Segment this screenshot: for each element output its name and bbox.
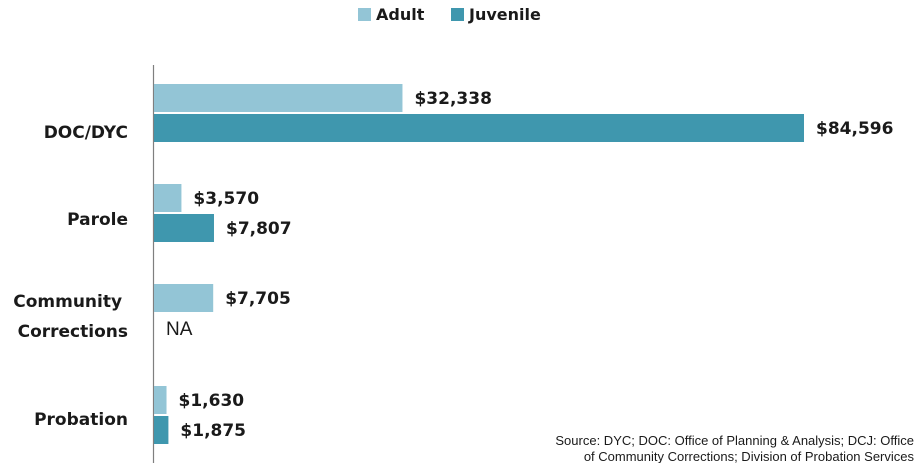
- source-line-2: of Community Corrections; Division of Pr…: [584, 449, 915, 463]
- value-label-doc-dyc-juvenile: $84,596: [816, 119, 893, 139]
- legend-label-adult: Adult: [376, 5, 425, 24]
- source-line-1: Source: DYC; DOC: Office of Planning & A…: [555, 433, 914, 448]
- legend-swatch-juvenile: [451, 8, 464, 21]
- bars: $32,338 $84,596 $3,570 $7,807 $7,705 NA $1,630…: [154, 84, 893, 444]
- bar-probation-juvenile: [154, 416, 169, 444]
- value-label-community-corrections-adult: $7,705: [225, 289, 291, 309]
- value-label-parole-adult: $3,570: [193, 189, 259, 209]
- bar-community-corrections-adult: [154, 284, 214, 312]
- bar-doc-dyc-adult: [154, 84, 403, 112]
- category-label-doc-dyc: DOC/DYC: [44, 123, 128, 143]
- value-label-probation-adult: $1,630: [179, 391, 245, 411]
- bar-parole-adult: [154, 184, 182, 212]
- value-label-doc-dyc-adult: $32,338: [414, 89, 491, 109]
- legend-label-juvenile: Juvenile: [468, 5, 541, 24]
- value-label-probation-juvenile: $1,875: [180, 421, 246, 441]
- bar-parole-juvenile: [154, 214, 214, 242]
- category-label-community-corrections: Community Corrections: [13, 292, 128, 342]
- category-label-probation: Probation: [34, 410, 128, 430]
- category-labels: DOC/DYC Parole Community Corrections Pro…: [13, 123, 128, 430]
- category-label-parole: Parole: [67, 210, 128, 230]
- bar-doc-dyc-juvenile: [154, 114, 804, 142]
- legend-swatch-adult: [358, 8, 371, 21]
- value-label-parole-juvenile: $7,807: [226, 219, 292, 239]
- bar-probation-adult: [154, 386, 167, 414]
- na-label-community-corrections-juvenile: NA: [166, 319, 193, 340]
- legend: Adult Juvenile: [358, 5, 541, 24]
- source-note: Source: DYC; DOC: Office of Planning & A…: [555, 433, 914, 463]
